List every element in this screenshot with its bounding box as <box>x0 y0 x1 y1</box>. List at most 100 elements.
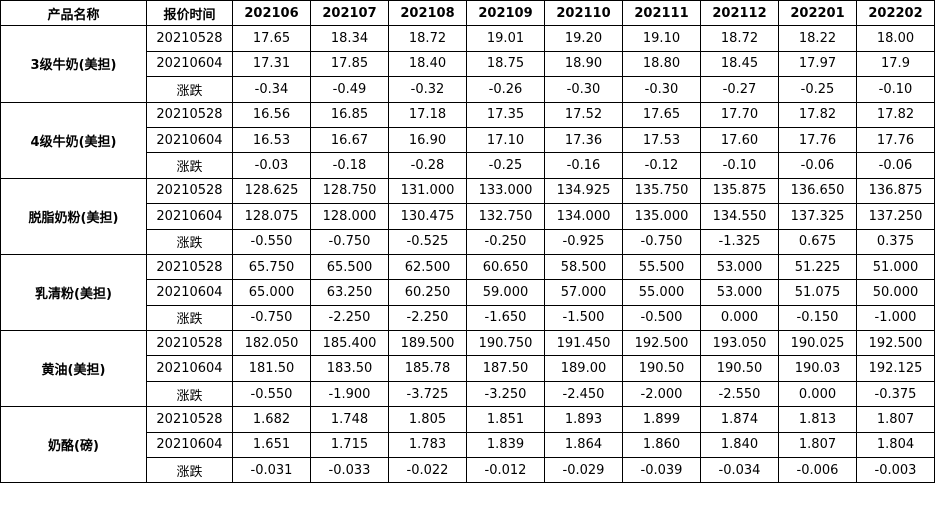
price-value-cell: 128.750 <box>310 177 389 205</box>
price-value-cell: 190.50 <box>622 355 701 382</box>
change-label-cell: 涨跌 <box>146 228 233 255</box>
price-value-cell: 53.000 <box>700 253 779 281</box>
price-value-cell: 59.000 <box>466 279 545 306</box>
price-value-cell: 16.67 <box>310 126 389 154</box>
change-value-cell: -0.750 <box>622 228 701 255</box>
change-value-cell: -0.10 <box>856 76 935 103</box>
quote-date-cell: 20210604 <box>146 50 233 78</box>
price-value-cell: 17.97 <box>778 50 857 78</box>
product-name-cell: 乳清粉(美担) <box>0 253 147 332</box>
change-value-cell: -0.30 <box>544 76 623 103</box>
price-value-cell: 17.70 <box>700 101 779 128</box>
change-value-cell: -0.28 <box>388 152 467 179</box>
quote-date-cell: 20210604 <box>146 203 233 230</box>
quote-date-cell: 20210528 <box>146 406 233 433</box>
change-value-cell: -0.750 <box>310 228 389 255</box>
table-row: 20210604 16.53 16.67 16.90 17.10 17.36 17.53 17… <box>1 126 935 154</box>
quote-date-cell: 20210604 <box>146 431 233 459</box>
price-value-cell: 134.550 <box>700 203 779 230</box>
price-value-cell: 60.650 <box>466 253 545 281</box>
table-header: 产品名称 报价时间 202106 202107 202108 202109 202110 20… <box>0 0 935 27</box>
change-value-cell: 0.000 <box>778 380 857 408</box>
quote-date-cell: 20210528 <box>146 330 233 357</box>
price-value-cell: 1.651 <box>232 431 311 459</box>
change-value-cell: -0.500 <box>622 304 701 332</box>
table-row: 20210604 65.000 63.250 60.250 59.000 57.000 55… <box>1 279 935 306</box>
price-value-cell: 1.748 <box>310 406 389 433</box>
price-value-cell: 1.839 <box>466 431 545 459</box>
price-value-cell: 18.75 <box>466 50 545 78</box>
change-value-cell: -1.650 <box>466 304 545 332</box>
header-month: 202112 <box>700 0 779 27</box>
price-value-cell: 183.50 <box>310 355 389 382</box>
price-value-cell: 17.65 <box>622 101 701 128</box>
table-row: 涨跌 -0.031 -0.033 -0.022 -0.012 -0.029 -0.039 -0… <box>1 457 935 484</box>
price-value-cell: 17.9 <box>856 50 935 78</box>
change-value-cell: -1.000 <box>856 304 935 332</box>
price-value-cell: 1.840 <box>700 431 779 459</box>
price-value-cell: 58.500 <box>544 253 623 281</box>
table-row: 20210604 17.31 17.85 18.40 18.75 18.90 18.80 18… <box>1 50 935 78</box>
price-value-cell: 1.804 <box>856 431 935 459</box>
header-month: 202107 <box>310 0 389 27</box>
header-quote-time: 报价时间 <box>146 0 233 27</box>
price-value-cell: 16.53 <box>232 126 311 154</box>
price-value-cell: 16.85 <box>310 101 389 128</box>
quote-date-cell: 20210528 <box>146 253 233 281</box>
change-value-cell: 0.675 <box>778 228 857 255</box>
price-value-cell: 189.00 <box>544 355 623 382</box>
price-value-cell: 131.000 <box>388 177 467 205</box>
change-value-cell: -2.000 <box>622 380 701 408</box>
price-value-cell: 17.65 <box>232 25 311 52</box>
price-value-cell: 193.050 <box>700 330 779 357</box>
table-row: 涨跌 -0.03 -0.18 -0.28 -0.25 -0.16 -0.12 -0.10 -0.… <box>1 152 935 179</box>
change-label-cell: 涨跌 <box>146 76 233 103</box>
price-value-cell: 190.025 <box>778 330 857 357</box>
price-value-cell: 63.250 <box>310 279 389 306</box>
price-value-cell: 18.72 <box>700 25 779 52</box>
change-value-cell: -0.25 <box>778 76 857 103</box>
price-value-cell: 192.500 <box>856 330 935 357</box>
header-month: 202106 <box>232 0 311 27</box>
table-row: 4级牛奶(美担) 20210528 16.56 16.85 17.18 17.35 17.5… <box>0 101 935 179</box>
change-value-cell: -0.32 <box>388 76 467 103</box>
price-value-cell: 18.40 <box>388 50 467 78</box>
change-value-cell: -0.250 <box>466 228 545 255</box>
header-month: 202111 <box>622 0 701 27</box>
change-value-cell: -0.06 <box>856 152 935 179</box>
price-value-cell: 185.400 <box>310 330 389 357</box>
change-value-cell: -0.34 <box>232 76 311 103</box>
change-value-cell: -0.012 <box>466 457 545 484</box>
change-value-cell: -1.900 <box>310 380 389 408</box>
change-value-cell: -0.375 <box>856 380 935 408</box>
price-value-cell: 19.01 <box>466 25 545 52</box>
price-value-cell: 51.225 <box>778 253 857 281</box>
price-value-cell: 17.82 <box>778 101 857 128</box>
product-name-cell: 脱脂奶粉(美担) <box>0 177 147 255</box>
price-value-cell: 65.500 <box>310 253 389 281</box>
price-value-cell: 1.715 <box>310 431 389 459</box>
price-value-cell: 1.783 <box>388 431 467 459</box>
price-value-cell: 17.53 <box>622 126 701 154</box>
table-row: 脱脂奶粉(美担) 20210528 128.625 128.750 131.000 133… <box>0 177 935 255</box>
table-row: 涨跌 -0.34 -0.49 -0.32 -0.26 -0.30 -0.30 -0.27 -0.… <box>1 76 935 103</box>
change-value-cell: -3.250 <box>466 380 545 408</box>
price-value-cell: 60.250 <box>388 279 467 306</box>
change-value-cell: -0.525 <box>388 228 467 255</box>
change-value-cell: -0.033 <box>310 457 389 484</box>
price-value-cell: 17.10 <box>466 126 545 154</box>
change-value-cell: -2.250 <box>310 304 389 332</box>
change-value-cell: -0.006 <box>778 457 857 484</box>
price-value-cell: 17.85 <box>310 50 389 78</box>
price-value-cell: 1.860 <box>622 431 701 459</box>
price-value-cell: 18.00 <box>856 25 935 52</box>
change-value-cell: -0.003 <box>856 457 935 484</box>
change-value-cell: -0.550 <box>232 380 311 408</box>
change-value-cell: -0.034 <box>700 457 779 484</box>
change-value-cell: -0.27 <box>700 76 779 103</box>
price-value-cell: 55.000 <box>622 279 701 306</box>
price-value-cell: 17.31 <box>232 50 311 78</box>
change-value-cell: -1.325 <box>700 228 779 255</box>
price-value-cell: 17.76 <box>856 126 935 154</box>
price-value-cell: 1.899 <box>622 406 701 433</box>
